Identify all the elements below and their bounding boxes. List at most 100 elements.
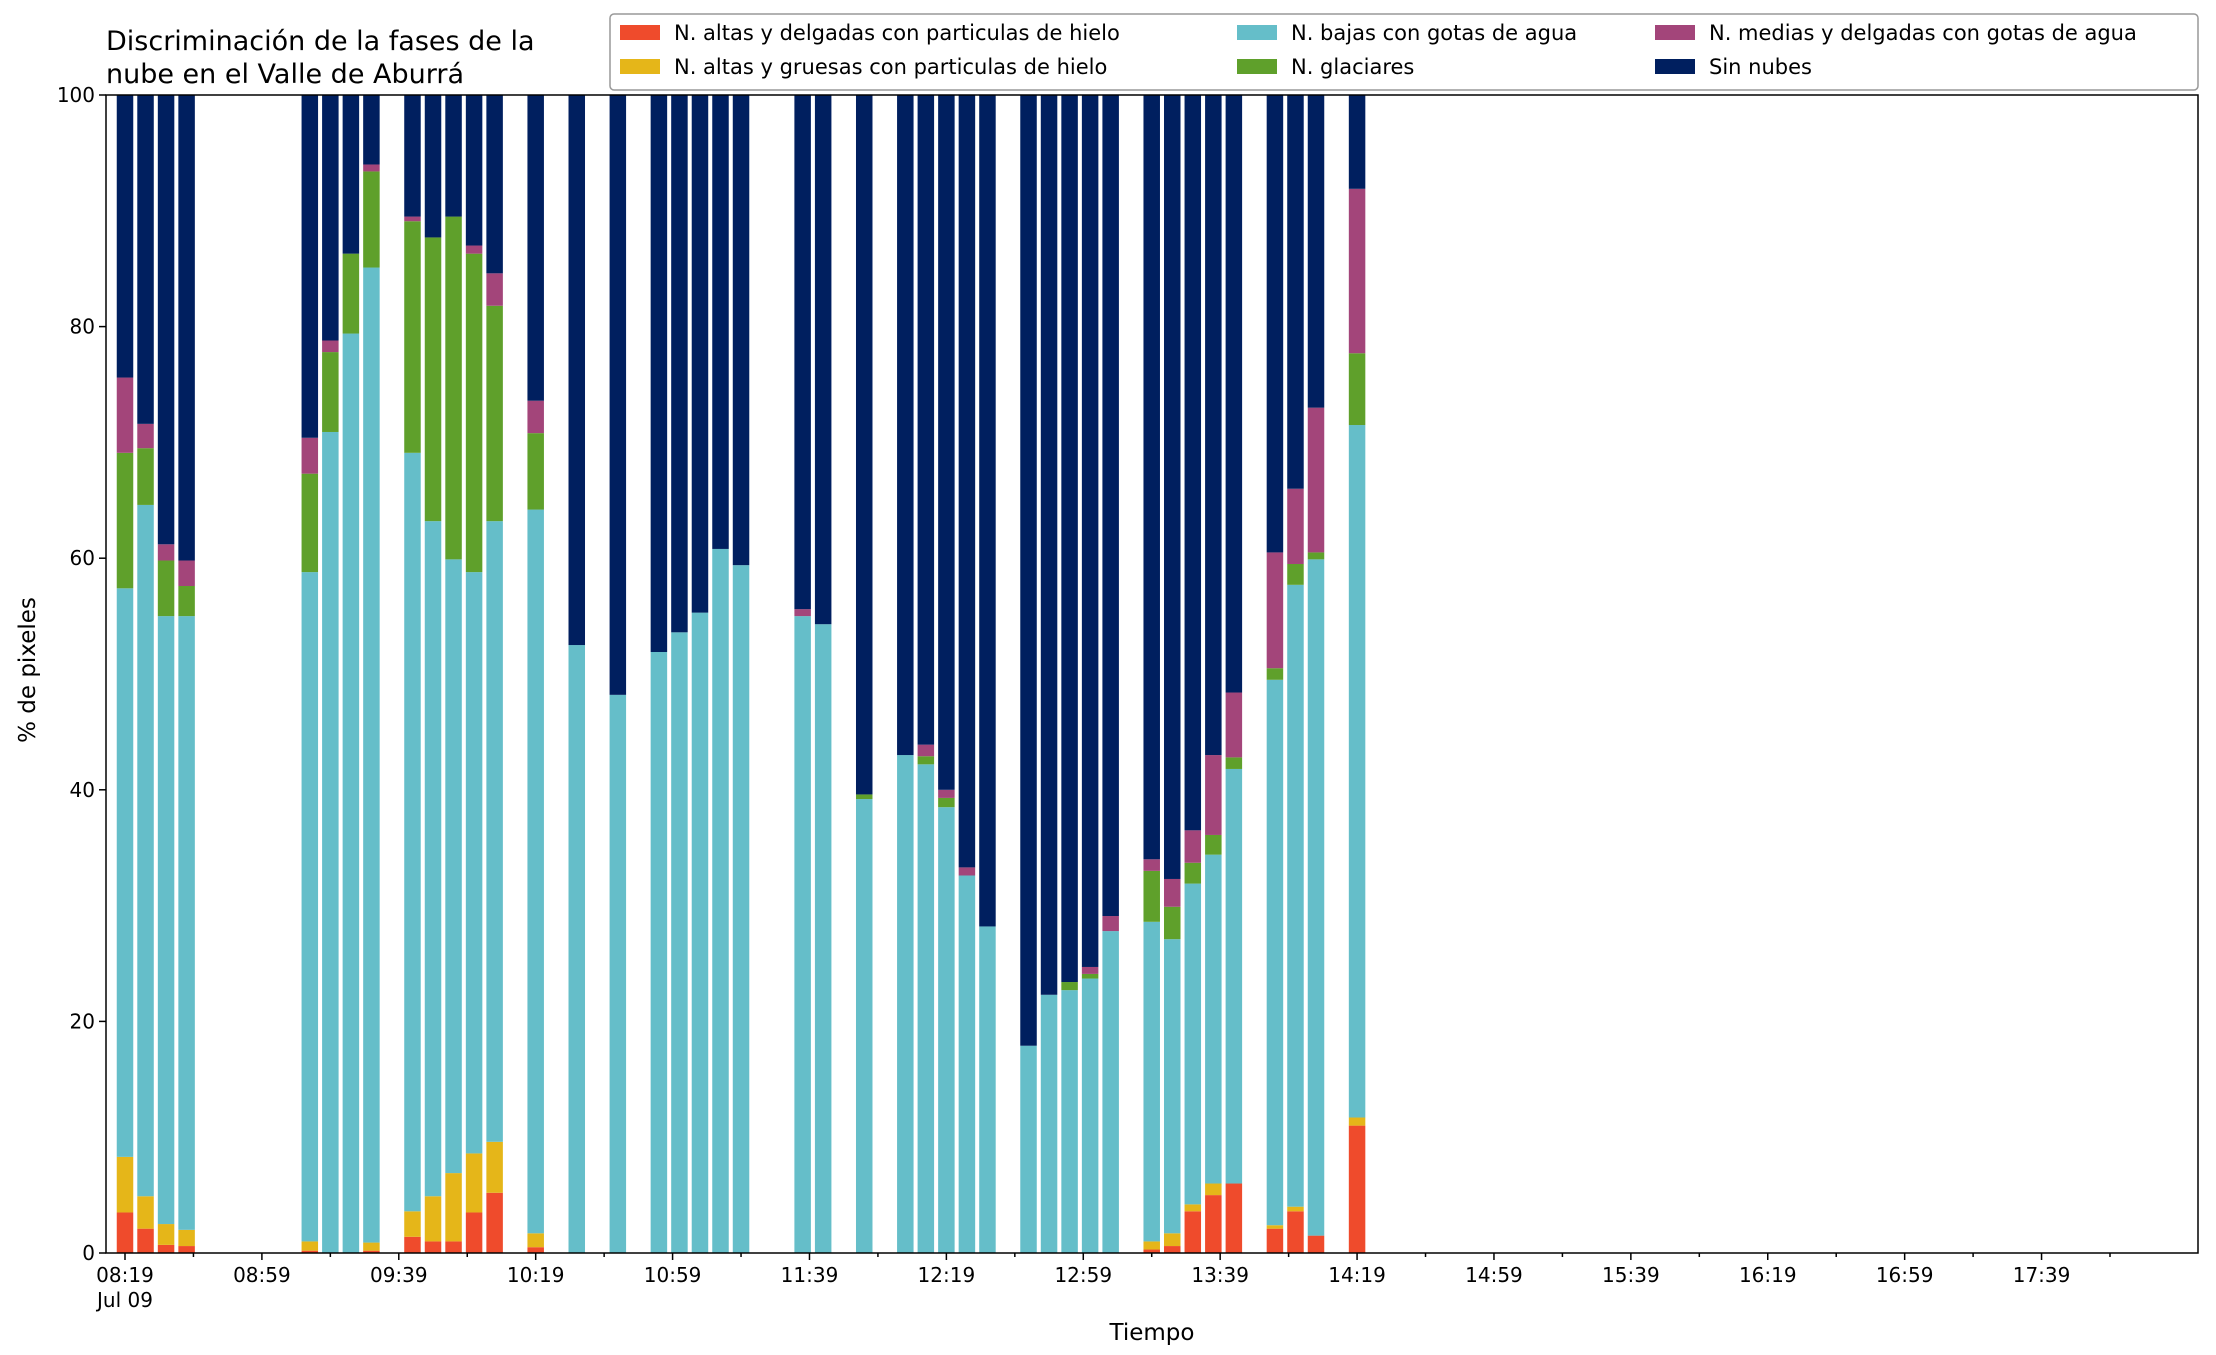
bar-1055-sin-nubes [650, 95, 668, 652]
bar-1001-n-medias-y-delgadas-con-gotas-de-agua [465, 245, 483, 254]
bar-1249-sin-nubes [1040, 95, 1058, 995]
legend: N. altas y delgadas con particulas de hi… [609, 13, 2199, 91]
plot-frame [105, 94, 2199, 1254]
bar-1043-sin-nubes [609, 95, 627, 695]
x-tick-label: 11:39 [781, 1263, 839, 1287]
bar-1401-n-altas-y-gruesas-con-particulas-de-hielo [1287, 1206, 1304, 1212]
bar-1401-n-glaciares [1287, 563, 1304, 585]
bar-0949-n-bajas-con-gotas-de-agua [424, 521, 442, 1197]
bar-1137-n-medias-y-delgadas-con-gotas-de-agua [794, 609, 811, 617]
bar-1155-n-glaciares [855, 794, 873, 800]
bar-0837-sin-nubes [178, 95, 195, 561]
bar-1355-n-bajas-con-gotas-de-agua [1266, 679, 1284, 1226]
bar-1331-n-altas-y-delgadas-con-particulas-de-hielo [1184, 1211, 1202, 1253]
bar-1355-n-altas-y-gruesas-con-particulas-de-hielo [1266, 1225, 1284, 1229]
bar-1325-sin-nubes [1164, 95, 1181, 879]
bar-1219-sin-nubes [938, 95, 955, 790]
bar-1337-n-medias-y-delgadas-con-gotas-de-agua [1205, 755, 1222, 835]
bar-1301-n-bajas-con-gotas-de-agua [1081, 978, 1099, 1253]
bar-0819-n-glaciares [116, 452, 134, 589]
bar-1337-n-altas-y-gruesas-con-particulas-de-hielo [1205, 1183, 1222, 1196]
bar-1001-n-glaciares [465, 253, 483, 573]
bar-1213-n-medias-y-delgadas-con-gotas-de-agua [917, 744, 935, 757]
x-tick-label: 17:39 [2013, 1263, 2071, 1287]
bar-1231-n-bajas-con-gotas-de-agua [979, 926, 996, 1253]
x-tick-label: 14:59 [1465, 1263, 1523, 1287]
bar-1307-n-medias-y-delgadas-con-gotas-de-agua [1102, 916, 1119, 932]
bar-0943-n-altas-y-delgadas-con-particulas-de-hielo [404, 1236, 421, 1253]
bar-1319-n-altas-y-gruesas-con-particulas-de-hielo [1143, 1241, 1160, 1250]
bar-1419-n-altas-y-gruesas-con-particulas-de-hielo [1348, 1117, 1366, 1126]
legend-label-n-bajas-con-gotas-de-agua: N. bajas con gotas de agua [1291, 21, 1577, 45]
bar-1301-sin-nubes [1081, 95, 1099, 967]
legend-label-sin-nubes: Sin nubes [1709, 55, 1812, 79]
bar-1325-n-altas-y-delgadas-con-particulas-de-hielo [1164, 1246, 1181, 1253]
bar-0931-n-altas-y-gruesas-con-particulas-de-hielo [363, 1242, 380, 1251]
bar-1419-n-altas-y-delgadas-con-particulas-de-hielo [1348, 1125, 1366, 1253]
bar-1113-sin-nubes [712, 95, 729, 549]
bar-0913-n-altas-y-gruesas-con-particulas-de-hielo [301, 1241, 319, 1251]
bar-1331-n-glaciares [1184, 862, 1202, 884]
bar-1337-n-altas-y-delgadas-con-particulas-de-hielo [1205, 1195, 1222, 1253]
bar-1343-sin-nubes [1225, 95, 1243, 693]
x-tick-label: 16:19 [1739, 1263, 1797, 1287]
bar-1355-n-altas-y-delgadas-con-particulas-de-hielo [1266, 1228, 1284, 1253]
bar-1213-n-glaciares [917, 756, 935, 765]
bar-0831-n-altas-y-delgadas-con-particulas-de-hielo [157, 1244, 175, 1253]
bar-0825-n-glaciares [137, 448, 154, 505]
bar-1101-n-bajas-con-gotas-de-agua [671, 632, 688, 1253]
y-tick-label: 20 [70, 1009, 95, 1033]
bar-0931-n-altas-y-delgadas-con-particulas-de-hielo [363, 1250, 380, 1253]
bar-1319-n-medias-y-delgadas-con-gotas-de-agua [1143, 859, 1160, 871]
bar-0931-n-bajas-con-gotas-de-agua [363, 267, 380, 1243]
bar-1243-n-bajas-con-gotas-de-agua [1020, 1045, 1037, 1253]
bar-1001-n-altas-y-delgadas-con-particulas-de-hielo [465, 1212, 483, 1253]
legend-swatch-sin-nubes [1655, 59, 1695, 74]
bar-1355-sin-nubes [1266, 95, 1284, 553]
bar-0949-n-altas-y-gruesas-con-particulas-de-hielo [424, 1196, 442, 1242]
bar-1119-sin-nubes [732, 95, 750, 566]
bar-1255-n-bajas-con-gotas-de-agua [1061, 990, 1078, 1253]
bar-0913-n-bajas-con-gotas-de-agua [301, 572, 319, 1242]
bar-1343-n-glaciares [1225, 757, 1243, 769]
bar-1343-n-bajas-con-gotas-de-agua [1225, 768, 1243, 1184]
legend-label-n-altas-y-gruesas-con-particulas-de-hielo: N. altas y gruesas con particulas de hie… [674, 55, 1107, 79]
bar-0919-sin-nubes [322, 95, 339, 341]
bar-1243-sin-nubes [1020, 95, 1037, 1046]
bar-0919-n-medias-y-delgadas-con-gotas-de-agua [322, 340, 339, 353]
bar-0919-n-glaciares [322, 352, 339, 432]
bar-0955-n-glaciares [445, 216, 462, 560]
bar-1007-n-altas-y-delgadas-con-particulas-de-hielo [486, 1192, 503, 1253]
legend-swatch-n-altas-y-delgadas-con-particulas-de-hielo [620, 25, 660, 40]
bar-1355-n-glaciares [1266, 668, 1284, 680]
bar-1019-n-bajas-con-gotas-de-agua [527, 509, 544, 1234]
bar-1207-n-bajas-con-gotas-de-agua [897, 755, 914, 1253]
bar-1419-sin-nubes [1348, 95, 1366, 189]
bar-1019-n-altas-y-gruesas-con-particulas-de-hielo [527, 1233, 544, 1248]
bar-0943-n-glaciares [404, 221, 421, 453]
x-tick-label: 10:59 [644, 1263, 702, 1287]
bar-1155-n-bajas-con-gotas-de-agua [855, 799, 873, 1253]
bar-1143-sin-nubes [814, 95, 832, 625]
bar-1343-n-altas-y-delgadas-con-particulas-de-hielo [1225, 1183, 1243, 1253]
bar-0837-n-glaciares [178, 585, 195, 617]
bar-0913-sin-nubes [301, 95, 319, 438]
bar-1225-sin-nubes [958, 95, 976, 868]
bar-1019-n-medias-y-delgadas-con-gotas-de-agua [527, 400, 544, 434]
bar-0943-n-altas-y-gruesas-con-particulas-de-hielo [404, 1211, 421, 1237]
y-tick-label: 100 [57, 83, 95, 107]
bar-1225-n-bajas-con-gotas-de-agua [958, 875, 976, 1253]
bar-0955-n-bajas-con-gotas-de-agua [445, 559, 462, 1174]
bar-1301-n-glaciares [1081, 973, 1099, 979]
bar-1419-n-glaciares [1348, 353, 1366, 426]
bar-1343-n-medias-y-delgadas-con-gotas-de-agua [1225, 692, 1243, 758]
x-axis: 08:19 08:59 09:39 10:19 10:59 11:39 12:19 12:59… [95, 1253, 2111, 1312]
bar-0943-n-bajas-con-gotas-de-agua [404, 452, 421, 1212]
bar-0931-n-glaciares [363, 171, 380, 268]
bar-0819-n-altas-y-gruesas-con-particulas-de-hielo [116, 1156, 134, 1213]
bar-1407-sin-nubes [1307, 95, 1325, 408]
bar-0931-n-medias-y-delgadas-con-gotas-de-agua [363, 164, 380, 172]
bar-1325-n-altas-y-gruesas-con-particulas-de-hielo [1164, 1233, 1181, 1247]
y-tick-label: 40 [70, 778, 95, 802]
